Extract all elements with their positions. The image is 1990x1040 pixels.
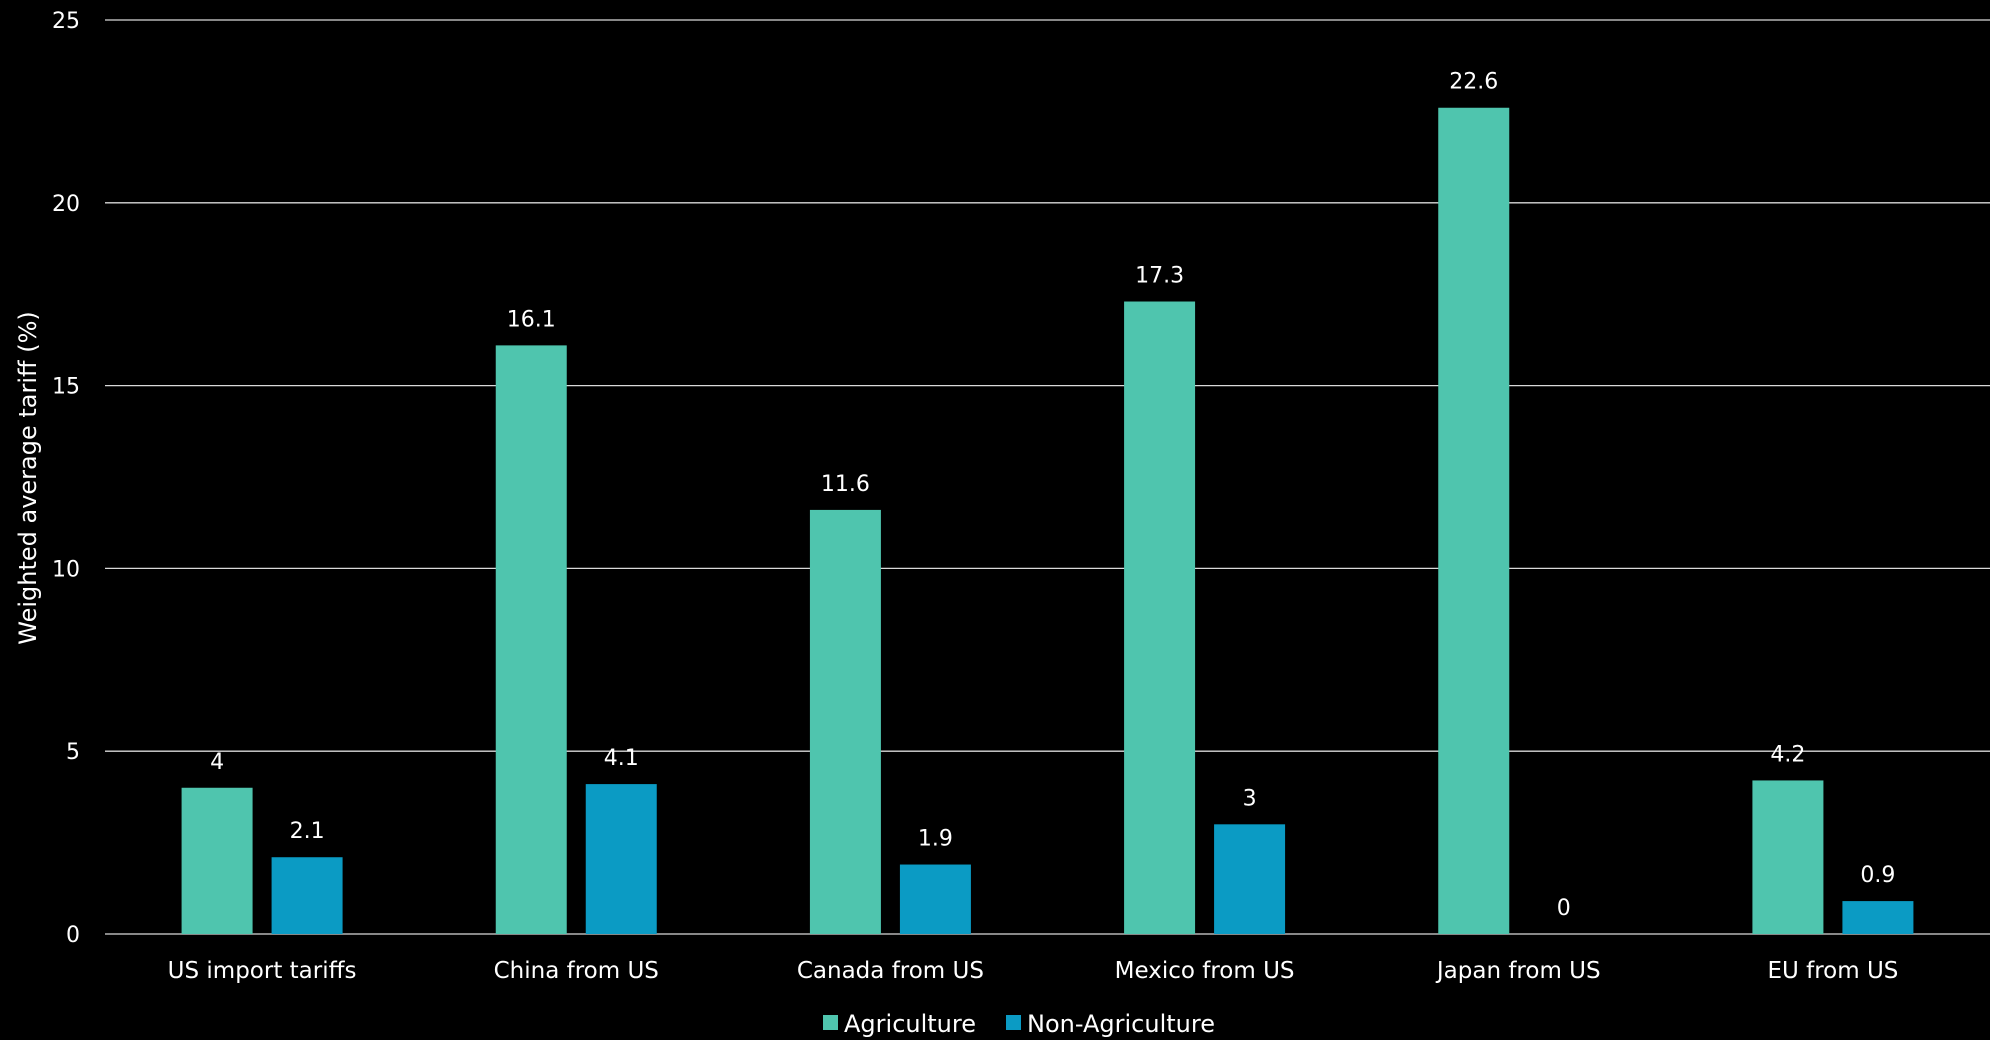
bar-agriculture xyxy=(809,509,881,934)
data-label: 4.2 xyxy=(1770,742,1805,767)
x-tick-label: China from US xyxy=(494,958,659,984)
data-label: 4 xyxy=(210,750,224,775)
y-tick-label: 25 xyxy=(52,9,80,34)
data-label: 0.9 xyxy=(1860,863,1895,888)
y-tick-label: 15 xyxy=(52,375,80,400)
x-tick-label: Canada from US xyxy=(797,958,984,984)
data-label: 22.6 xyxy=(1449,70,1498,95)
y-axis-ticks: 0 5 10 15 20 25 xyxy=(52,9,80,948)
y-tick-label: 10 xyxy=(52,557,80,582)
legend-swatch xyxy=(1006,1015,1021,1030)
legend: Agriculture Non-Agriculture xyxy=(823,1010,1215,1038)
x-tick-label: EU from US xyxy=(1767,958,1898,984)
data-label: 11.6 xyxy=(821,472,870,497)
gridlines xyxy=(105,19,1990,935)
legend-swatch xyxy=(823,1015,838,1030)
bar-agriculture xyxy=(1752,780,1824,934)
bar-non-agriculture xyxy=(271,857,343,934)
y-tick-label: 5 xyxy=(66,740,80,765)
bar-agriculture xyxy=(1124,301,1196,935)
bar-non-agriculture xyxy=(899,864,971,934)
bar-non-agriculture xyxy=(1842,901,1914,934)
y-tick-label: 20 xyxy=(52,192,80,217)
bar-non-agriculture xyxy=(1214,824,1286,934)
data-label: 2.1 xyxy=(290,819,325,844)
y-axis-label: Weighted average tariff (%) xyxy=(14,311,42,644)
data-label: 1.9 xyxy=(918,827,953,852)
y-tick-label: 0 xyxy=(66,923,80,948)
legend-label: Agriculture xyxy=(844,1010,976,1038)
x-tick-label: Mexico from US xyxy=(1115,958,1295,984)
bar-agriculture xyxy=(181,787,253,934)
data-label: 4.1 xyxy=(604,746,639,771)
bar-agriculture xyxy=(495,345,567,934)
x-tick-label: Japan from US xyxy=(1435,958,1601,984)
data-label: 16.1 xyxy=(507,307,556,332)
data-label: 0 xyxy=(1557,896,1571,921)
bar-agriculture xyxy=(1438,107,1510,934)
x-tick-label: US import tariffs xyxy=(168,958,357,984)
data-label: 17.3 xyxy=(1135,264,1184,289)
x-axis-ticks: US import tariffs China from US Canada fro… xyxy=(168,958,1899,984)
data-label: 3 xyxy=(1243,786,1257,811)
data-labels: 4 2.1 16.1 4.1 11.6 1.9 17.3 3 22.6 0 4.2 0.9 xyxy=(210,70,1895,921)
legend-label: Non-Agriculture xyxy=(1027,1010,1215,1038)
bar-non-agriculture xyxy=(585,784,657,934)
bars xyxy=(181,107,1914,935)
